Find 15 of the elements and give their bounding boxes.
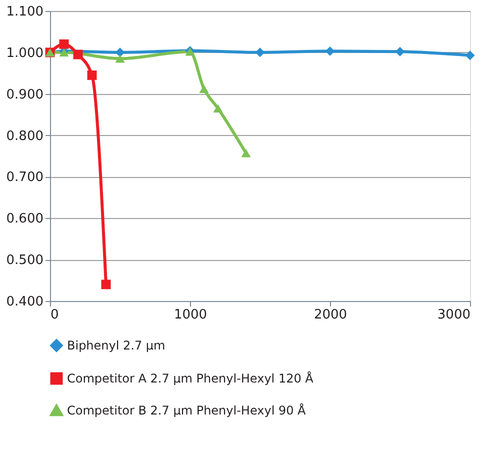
legend-label: Competitor B 2.7 µm Phenyl-Hexyl 90 Å [67, 402, 307, 418]
y-tick-label: 0.900 [6, 87, 44, 102]
y-tick-label: 0.500 [6, 253, 44, 268]
y-tick-label: 0.400 [6, 294, 44, 310]
y-tick-label: 0.800 [6, 128, 44, 144]
x-tick-label: 0 [50, 308, 59, 322]
y-tick-label: 1.000 [6, 46, 44, 61]
x-tick-label: 3000 [437, 308, 470, 322]
legend-label: Competitor A 2.7 µm Phenyl-Hexyl 120 Å [67, 370, 314, 386]
legend-label: Biphenyl 2.7 µm [67, 338, 166, 352]
x-tick-label: 1000 [174, 308, 208, 322]
y-tick-label: 0.600 [6, 212, 44, 227]
x-tick-label: 2000 [314, 308, 348, 322]
y-tick-label: 1.100 [6, 4, 44, 20]
y-tick-label: 0.700 [6, 170, 44, 186]
